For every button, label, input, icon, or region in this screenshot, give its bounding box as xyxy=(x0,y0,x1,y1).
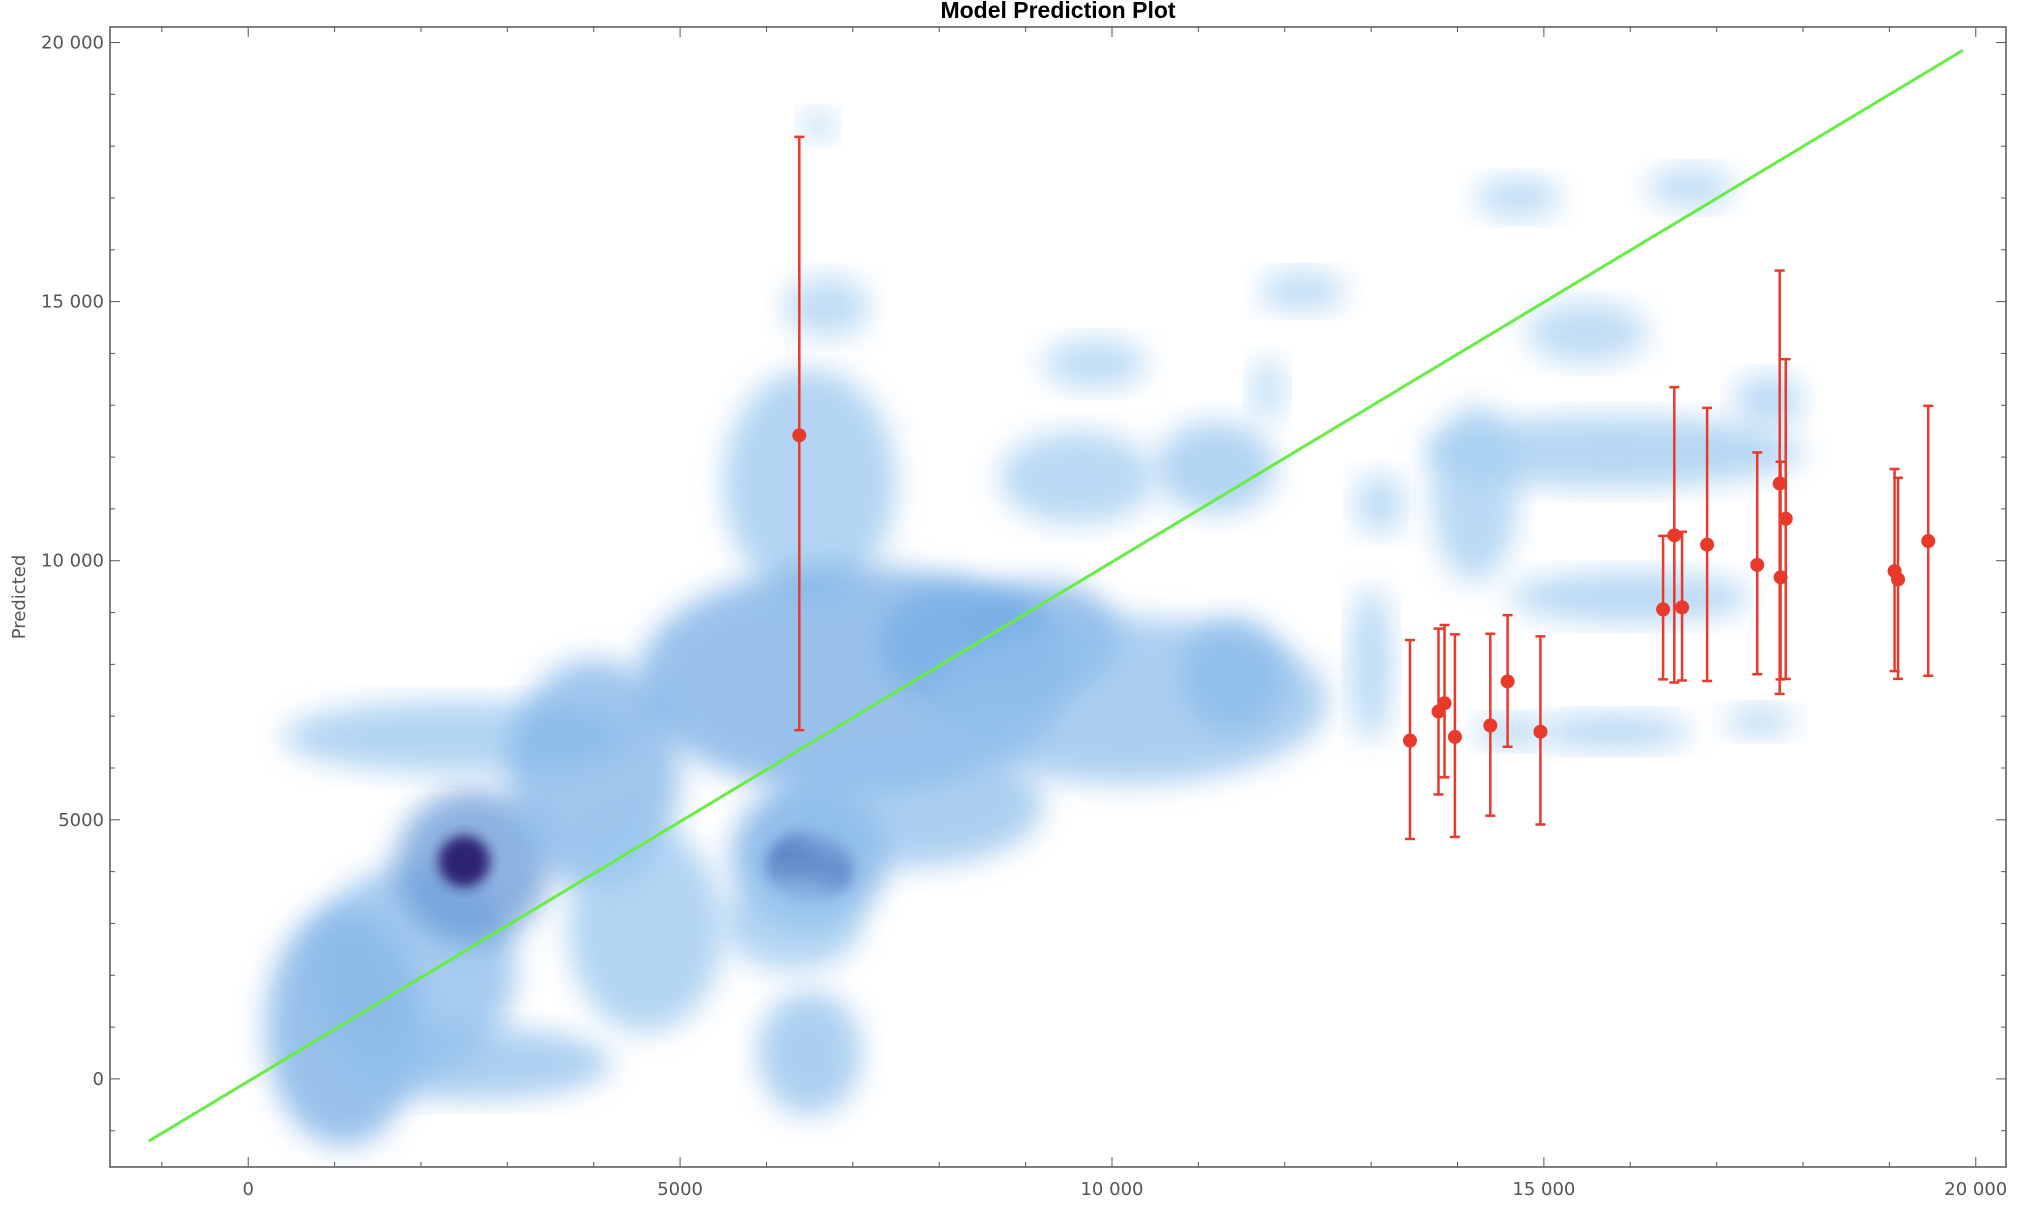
data-point xyxy=(1675,600,1690,615)
y-axis-label: Predicted xyxy=(9,555,30,640)
density-blob xyxy=(783,275,871,338)
data-point xyxy=(1500,674,1515,689)
density-blob xyxy=(999,431,1156,525)
points-layer xyxy=(792,135,1936,841)
density-blob xyxy=(757,990,862,1116)
density-blob xyxy=(1647,166,1734,209)
reference-line-layer xyxy=(148,49,1964,1143)
data-point-group xyxy=(1891,476,1906,681)
y-tick-label: 10 000 xyxy=(41,551,104,572)
density-blob xyxy=(1250,358,1285,421)
data-point-group xyxy=(1921,404,1936,678)
plot-frame xyxy=(109,26,2007,1168)
density-layer xyxy=(265,109,1804,1147)
density-blob xyxy=(1353,472,1406,535)
data-point-group xyxy=(1656,534,1671,681)
density-blob xyxy=(1509,571,1752,623)
x-tick-label: 15 000 xyxy=(1512,1179,1575,1200)
data-point-group xyxy=(1500,613,1515,749)
data-point-group xyxy=(792,135,807,732)
data-point-group xyxy=(1778,357,1793,681)
x-tick-label: 0 xyxy=(242,1179,253,1200)
data-point-group xyxy=(1402,638,1417,841)
y-tick-label: 5000 xyxy=(58,810,104,831)
density-blob xyxy=(567,825,724,1033)
density-blob xyxy=(1155,420,1277,515)
data-point xyxy=(1773,570,1788,585)
x-tick-label: 5000 xyxy=(657,1179,703,1200)
density-blob xyxy=(801,109,836,141)
density-blob xyxy=(1733,374,1804,426)
density-blob xyxy=(1526,301,1648,364)
data-point xyxy=(1750,557,1765,572)
data-point-group xyxy=(1437,623,1452,779)
data-point-group xyxy=(1773,460,1788,681)
density-blob xyxy=(1474,177,1562,219)
data-point xyxy=(1778,511,1793,526)
density-blob xyxy=(723,369,897,597)
data-point-group xyxy=(1447,633,1462,839)
data-point-group xyxy=(1750,451,1765,676)
data-point xyxy=(1700,537,1715,552)
data-point xyxy=(1891,572,1906,587)
data-point-group xyxy=(1700,406,1715,683)
density-blob xyxy=(438,835,491,888)
density-blob xyxy=(1181,617,1285,732)
density-blob xyxy=(1431,405,1518,582)
data-point xyxy=(1533,724,1548,739)
y-tick-label: 15 000 xyxy=(41,292,104,313)
x-tick-label: 10 000 xyxy=(1080,1179,1143,1200)
data-point xyxy=(1667,528,1682,543)
data-point-group xyxy=(1533,635,1548,826)
y-tick-label: 20 000 xyxy=(41,33,104,54)
reference-line xyxy=(148,49,1964,1143)
density-blob xyxy=(1042,337,1147,390)
chart-title: Model Prediction Plot xyxy=(940,0,1175,23)
density-blob xyxy=(783,742,1043,867)
x-tick-label: 20 000 xyxy=(1944,1179,2007,1200)
axes-ticks: 0 5000 10 000 15 000 20 000 0 5000 10 000 15 000… xyxy=(41,27,2007,1200)
data-point-group xyxy=(1483,632,1498,817)
y-tick-label: 0 xyxy=(93,1069,104,1090)
density-blob xyxy=(1258,270,1346,312)
data-point xyxy=(1656,602,1671,617)
data-point xyxy=(1402,733,1417,748)
density-blob xyxy=(723,876,862,971)
data-point xyxy=(1437,696,1452,711)
density-blob xyxy=(1725,705,1795,737)
density-blob xyxy=(1535,713,1691,750)
data-point-group xyxy=(1675,530,1690,682)
data-point xyxy=(1483,718,1498,733)
density-blob xyxy=(1349,586,1393,743)
density-blob xyxy=(334,1027,611,1100)
data-point xyxy=(1447,729,1462,744)
data-point xyxy=(792,428,807,443)
data-point xyxy=(1921,534,1936,549)
